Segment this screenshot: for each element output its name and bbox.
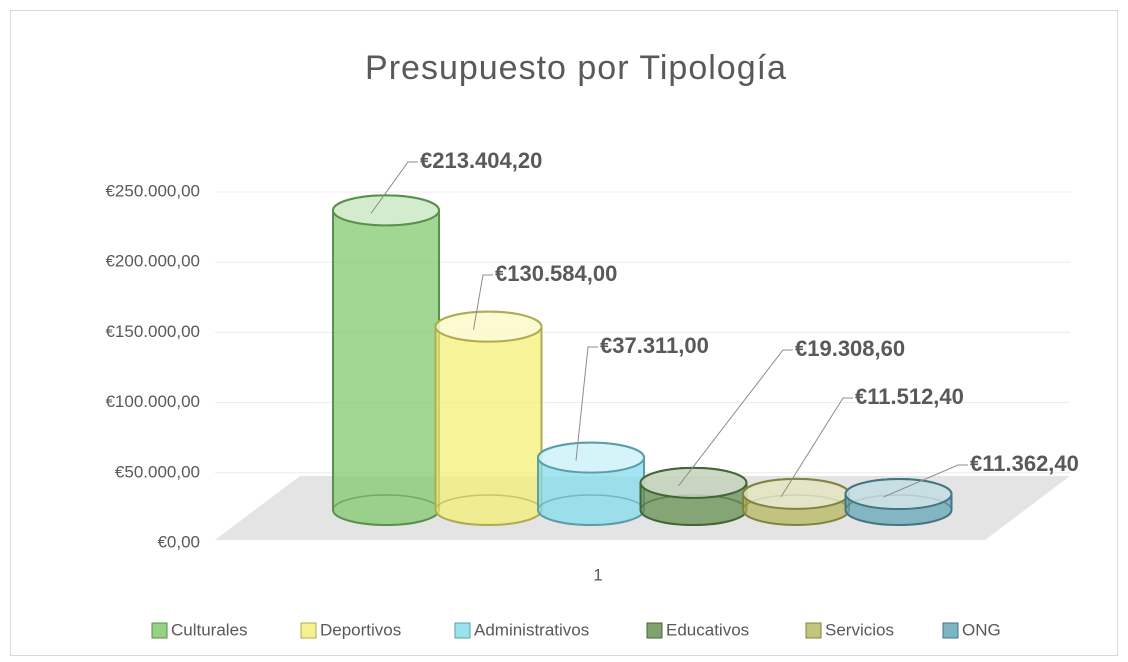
leader-line bbox=[780, 397, 853, 498]
legend-label: Culturales bbox=[171, 620, 248, 639]
legend-swatch bbox=[300, 622, 317, 639]
cylinder-top bbox=[537, 441, 645, 474]
legend-swatch bbox=[454, 622, 471, 639]
legend-label: Deportivos bbox=[320, 620, 401, 639]
chart-border bbox=[10, 10, 1118, 656]
y-tick-label: €200.000,00 bbox=[105, 252, 200, 271]
legend-swatch bbox=[805, 622, 822, 639]
leader-line bbox=[575, 346, 598, 461]
x-tick-label: 1 bbox=[593, 565, 602, 584]
cylinder-body bbox=[332, 194, 440, 526]
data-label: €19.308,60 bbox=[795, 336, 905, 361]
y-tick-label: €50.000,00 bbox=[115, 462, 200, 481]
cylinder-top bbox=[639, 466, 748, 499]
data-label: €130.584,00 bbox=[495, 261, 617, 286]
leader-line bbox=[370, 161, 418, 214]
cylinder-body bbox=[434, 310, 543, 526]
legend-swatch bbox=[646, 622, 663, 639]
leader-line bbox=[883, 464, 968, 498]
cylinder-back-edge bbox=[332, 494, 440, 511]
legend-label: Administrativos bbox=[474, 620, 589, 639]
legend-label: Servicios bbox=[825, 620, 894, 639]
cylinder-back-edge bbox=[434, 494, 543, 511]
data-label: €11.512,40 bbox=[855, 384, 964, 409]
cylinder-top bbox=[332, 194, 440, 227]
legend-swatch bbox=[942, 622, 959, 639]
leader-line bbox=[678, 349, 793, 487]
cylinder-top bbox=[742, 477, 850, 510]
legend-label: ONG bbox=[962, 620, 1001, 639]
cylinder-back-edge bbox=[537, 494, 645, 511]
y-tick-label: €150.000,00 bbox=[105, 322, 200, 341]
data-label: €37.311,00 bbox=[600, 333, 709, 358]
data-label: €213.404,20 bbox=[420, 148, 542, 173]
y-tick-label: €250.000,00 bbox=[105, 181, 200, 200]
data-label: €11.362,40 bbox=[970, 451, 1079, 476]
legend-label: Educativos bbox=[666, 620, 749, 639]
y-tick-label: €100.000,00 bbox=[105, 392, 200, 411]
leader-line bbox=[473, 274, 493, 330]
chart-title: Presupuesto por Tipología bbox=[365, 49, 787, 87]
y-tick-label: €0,00 bbox=[157, 532, 200, 551]
cylinder-top bbox=[844, 478, 953, 511]
cylinder-top bbox=[434, 310, 543, 343]
legend-swatch bbox=[151, 622, 168, 639]
